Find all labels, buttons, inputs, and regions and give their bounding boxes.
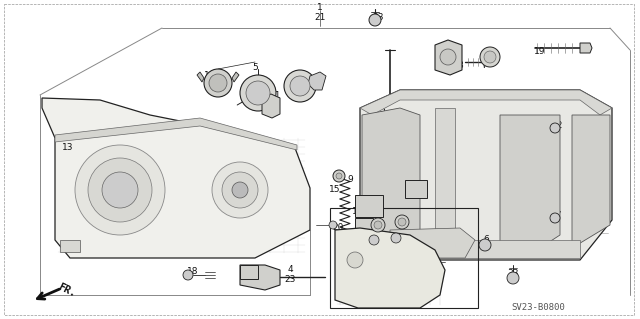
- Text: FR.: FR.: [56, 281, 77, 299]
- Text: 19: 19: [534, 48, 546, 56]
- Bar: [405, 180, 427, 198]
- Text: 3: 3: [379, 106, 385, 115]
- Text: 4: 4: [287, 265, 293, 275]
- Polygon shape: [362, 240, 580, 258]
- Circle shape: [232, 182, 248, 198]
- Text: 13: 13: [62, 144, 74, 152]
- Circle shape: [391, 233, 401, 243]
- Circle shape: [369, 235, 379, 245]
- Polygon shape: [500, 115, 560, 248]
- Circle shape: [246, 81, 270, 105]
- Bar: [330, 208, 478, 308]
- Polygon shape: [262, 94, 280, 118]
- Circle shape: [212, 162, 268, 218]
- Text: SV23-B0800: SV23-B0800: [511, 303, 565, 313]
- Text: 17: 17: [551, 211, 563, 220]
- Text: 30: 30: [424, 265, 436, 275]
- Circle shape: [440, 49, 456, 65]
- Text: 27: 27: [392, 232, 404, 241]
- Text: 32: 32: [551, 122, 563, 130]
- Text: 14: 14: [359, 196, 371, 204]
- Circle shape: [369, 14, 381, 26]
- Circle shape: [374, 221, 382, 229]
- Polygon shape: [55, 118, 297, 150]
- Circle shape: [395, 215, 409, 229]
- Text: 8: 8: [457, 62, 463, 70]
- Text: 33: 33: [508, 270, 519, 278]
- Circle shape: [240, 75, 276, 111]
- Text: 22: 22: [376, 115, 388, 124]
- Text: 12: 12: [410, 179, 422, 188]
- Text: 18: 18: [188, 268, 199, 277]
- Circle shape: [507, 272, 519, 284]
- Polygon shape: [390, 228, 475, 258]
- Polygon shape: [240, 265, 280, 290]
- Text: 2: 2: [434, 46, 440, 55]
- Circle shape: [336, 173, 342, 179]
- Polygon shape: [580, 43, 592, 53]
- Circle shape: [204, 69, 232, 97]
- Circle shape: [88, 158, 152, 222]
- Circle shape: [398, 218, 406, 226]
- Text: 25: 25: [424, 256, 436, 264]
- Circle shape: [329, 221, 337, 229]
- Polygon shape: [232, 72, 239, 82]
- Polygon shape: [308, 72, 326, 90]
- Circle shape: [183, 270, 193, 280]
- Circle shape: [290, 76, 310, 96]
- Text: 24: 24: [254, 265, 266, 275]
- Bar: [240, 265, 258, 279]
- Polygon shape: [362, 108, 420, 255]
- Text: 29: 29: [254, 276, 266, 285]
- Text: 7: 7: [481, 62, 487, 70]
- Text: 5: 5: [295, 78, 301, 86]
- Circle shape: [347, 252, 363, 268]
- Text: 11: 11: [270, 92, 282, 100]
- Text: 28: 28: [374, 218, 386, 226]
- Circle shape: [484, 51, 496, 63]
- Text: 6: 6: [483, 235, 489, 244]
- Bar: [60, 240, 80, 252]
- Text: 9: 9: [347, 175, 353, 184]
- Text: 23: 23: [284, 276, 296, 285]
- Circle shape: [209, 74, 227, 92]
- Circle shape: [550, 213, 560, 223]
- Bar: [355, 218, 373, 232]
- Circle shape: [284, 70, 316, 102]
- Circle shape: [550, 123, 560, 133]
- Polygon shape: [435, 40, 462, 75]
- Circle shape: [75, 145, 165, 235]
- Text: 1: 1: [317, 4, 323, 12]
- Text: 26: 26: [366, 234, 378, 242]
- Circle shape: [222, 172, 258, 208]
- Circle shape: [333, 170, 345, 182]
- Text: 5: 5: [252, 63, 258, 72]
- Polygon shape: [335, 228, 445, 308]
- Circle shape: [102, 172, 138, 208]
- Text: 10: 10: [204, 71, 216, 80]
- Polygon shape: [360, 90, 612, 260]
- Text: 16: 16: [352, 207, 364, 217]
- Text: 33: 33: [372, 13, 384, 23]
- Polygon shape: [435, 108, 455, 255]
- Text: 31: 31: [396, 213, 408, 222]
- Circle shape: [479, 239, 491, 251]
- Circle shape: [480, 47, 500, 67]
- Bar: [355, 195, 383, 217]
- Text: 20: 20: [332, 224, 344, 233]
- Polygon shape: [572, 115, 610, 248]
- Polygon shape: [42, 98, 310, 258]
- Circle shape: [371, 218, 385, 232]
- Text: 15: 15: [329, 186, 340, 195]
- Polygon shape: [360, 90, 612, 115]
- Polygon shape: [197, 72, 204, 82]
- Text: 21: 21: [314, 13, 326, 23]
